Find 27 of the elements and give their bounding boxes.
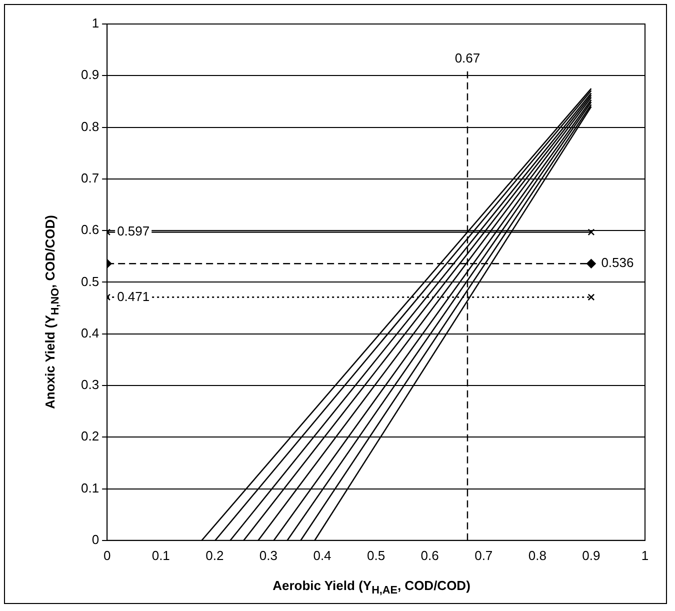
y-tick-label: 0.1 — [80, 480, 100, 496]
data-label: 0.597 — [117, 224, 150, 239]
y-tick-label: 0.6 — [80, 222, 100, 238]
y-tick-label: 1 — [92, 16, 100, 31]
y-tick-label: 0.3 — [80, 377, 100, 392]
x-tick-label: 0.3 — [259, 548, 278, 563]
y-tick-label: 0.9 — [80, 67, 100, 82]
data-label: 0.471 — [117, 288, 150, 304]
x-tick-label: 0.2 — [206, 548, 224, 563]
x-tick-label: 1 — [641, 548, 649, 563]
y-tick-label: 0 — [92, 532, 100, 547]
x-tick-label: 0.5 — [366, 548, 386, 563]
x-axis-title: Aerobic Yield (Y$_{H,AE}$, COD/COD) — [272, 578, 472, 599]
x-tick-label: 0.4 — [313, 548, 332, 563]
y-tick-label: 0.7 — [80, 170, 100, 186]
x-tick-label: 0.8 — [528, 548, 546, 563]
y-tick-label: 0.5 — [80, 274, 100, 289]
y-tick-label: 0.4 — [80, 325, 100, 340]
x-tick-label: 0.1 — [152, 548, 170, 563]
ref-line-label: 0.67 — [454, 50, 480, 66]
x-tick-label: 0.7 — [474, 548, 493, 563]
y-tick-label: 0.2 — [80, 428, 100, 444]
x-tick-label: 0.6 — [420, 548, 439, 563]
x-tick-label: 0.9 — [582, 548, 600, 563]
y-tick-label: 0.8 — [80, 118, 100, 134]
data-label: 0.536 — [601, 255, 634, 270]
x-tick-label: 0 — [103, 548, 111, 563]
